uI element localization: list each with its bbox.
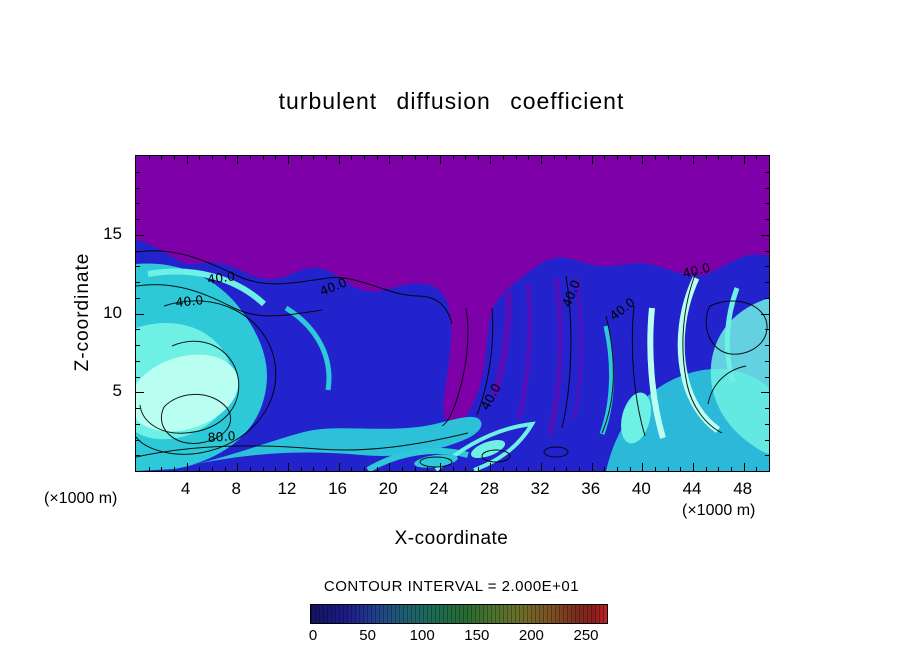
colorbar-tick-labels: 0 50 100 150 200 250	[308, 627, 606, 647]
contour-line	[136, 432, 469, 458]
colorbar-tick-label: 250	[573, 627, 599, 644]
x-tick-label: 48	[733, 479, 753, 498]
contour-line	[441, 307, 469, 427]
plot-area: 40.0 40.0 40.0 40.0 40.0 40.0 40.0 80.0	[135, 155, 770, 472]
z-axis-unit: (×1000 m)	[44, 490, 118, 507]
colorbar-tick-label: 100	[409, 627, 435, 644]
contour-line	[476, 307, 494, 416]
y-tick-labels: 5 10 15	[88, 155, 128, 470]
colorbar-tick-label: 50	[359, 627, 376, 644]
contour-field: 40.040.040.040.040.0 40.040.080.0	[136, 156, 769, 471]
purple-streak	[572, 275, 584, 419]
x-tick-label: 44	[682, 479, 702, 498]
y-tick-label: 10	[103, 302, 122, 322]
x-tick-label: 28	[480, 479, 499, 498]
y-tick-label: 15	[103, 223, 122, 243]
purple-streak	[490, 290, 512, 398]
contour-line	[682, 271, 723, 434]
x-tick-label: 40	[631, 479, 651, 498]
colorbar	[310, 604, 608, 624]
contour-line	[705, 300, 768, 355]
contour-line	[136, 250, 453, 325]
x-tick-labels: 4 8 12 16 20 24 28 32 36 40 44 48	[135, 479, 768, 499]
contour-label: 40.0	[175, 292, 204, 310]
contour-line	[707, 365, 747, 405]
contour-line	[481, 449, 511, 463]
right-arc	[724, 287, 740, 383]
spiral-arc	[147, 268, 267, 307]
purple-streak	[516, 283, 533, 419]
center-blob	[414, 454, 458, 468]
center-wisp	[434, 421, 536, 471]
x-axis-unit: (×1000 m)	[682, 502, 756, 519]
x-tick-label: 8	[231, 479, 241, 498]
contour-line	[419, 456, 453, 468]
colorbar-tick-label: 150	[464, 627, 490, 644]
contour-label: 40.0	[681, 260, 712, 281]
contour-label: 40.0	[206, 268, 236, 287]
contour-line	[561, 275, 572, 429]
x-tick-label: 12	[277, 479, 297, 498]
spiral-arc	[284, 305, 332, 391]
contour-line	[601, 315, 614, 434]
x-tick-label: 16	[328, 479, 348, 498]
contour-label: 80.0	[207, 428, 236, 445]
x-tick-label: 36	[581, 479, 601, 498]
bottom-arm	[174, 416, 482, 469]
colorbar-tick-label: 200	[518, 627, 544, 644]
contour-line	[543, 446, 569, 458]
right-streak	[647, 307, 666, 439]
colorbar-tick-label: 0	[308, 627, 318, 644]
contour-line	[136, 300, 277, 455]
y-tick-label: 5	[112, 381, 122, 401]
x-tick-label: 32	[530, 479, 550, 498]
x-tick-label: 4	[180, 479, 191, 498]
x-axis-label: X-coordinate	[394, 528, 509, 549]
contour-line	[136, 284, 323, 317]
purple-region	[136, 156, 769, 424]
contour-line	[631, 305, 646, 437]
contour-interval-caption: CONTOUR INTERVAL = 2.000E+01	[323, 578, 580, 595]
x-tick-label: 24	[429, 479, 449, 498]
left-vortex-core	[136, 354, 239, 432]
contour-line	[161, 393, 232, 444]
purple-streak	[547, 277, 564, 435]
x-tick-label: 20	[378, 479, 398, 498]
chart-title: turbulent diffusion coefficient	[278, 88, 625, 114]
center-blob	[470, 439, 506, 459]
